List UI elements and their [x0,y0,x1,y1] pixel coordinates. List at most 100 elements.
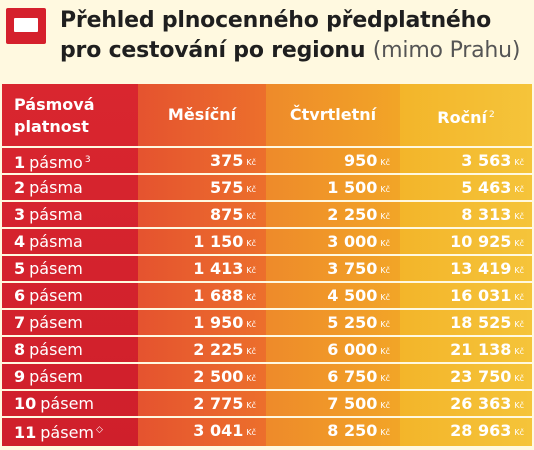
annual-price-cell: 21 138 Kč [400,337,524,362]
table-header-row: Pásmová platnost Měsíční Čtvrtletní Ročn… [2,84,532,146]
zone-unit: pásma [29,232,83,251]
currency-label: Kč [380,212,390,221]
annual-price-cell: 5 463 Kč [400,175,524,200]
quarterly-price-value: 4 500 [327,286,378,305]
currency-label: Kč [514,212,524,221]
zone-number: 10 [14,394,37,413]
quarterly-column [266,84,400,446]
annual-price-value: 13 419 [450,259,512,278]
zone-number: 1 [14,153,26,172]
quarterly-price-cell: 2 250 Kč [266,202,390,227]
table-row: 4 pásma 1 150 Kč 3 000 Kč 10 925 Kč [2,227,532,254]
currency-label: Kč [246,347,256,356]
currency-label: Kč [380,374,390,383]
table-row: 3 pásma 875 Kč 2 250 Kč 8 313 Kč [2,200,532,227]
currency-label: Kč [380,158,390,167]
table-row: 5 pásem 1 413 Kč 3 750 Kč 13 419 Kč [2,254,532,281]
table-row: 6 pásem 1 688 Kč 4 500 Kč 16 031 Kč [2,281,532,308]
annual-price-cell: 18 525 Kč [400,310,524,335]
currency-label: Kč [246,185,256,194]
zone-unit: pásem [29,367,83,386]
currency-label: Kč [514,266,524,275]
table-row: 10 pásem 2 775 Kč 7 500 Kč 26 363 Kč [2,389,532,416]
currency-label: Kč [380,185,390,194]
zone-number: 11 [14,423,37,442]
monthly-price-value: 3 041 [193,421,244,440]
zone-unit: pásem [40,423,94,442]
quarterly-price-value: 950 [343,151,378,170]
currency-label: Kč [246,293,256,302]
header-annual: Roční 2 [400,84,532,146]
zone-column [2,84,138,446]
currency-label: Kč [246,428,256,437]
logo-inner [14,18,38,32]
currency-label: Kč [380,293,390,302]
annual-price-value: 23 750 [450,367,512,386]
price-table: Pásmová platnost Měsíční Čtvrtletní Ročn… [2,84,532,446]
annual-price-value: 21 138 [450,340,512,359]
annual-price-value: 26 363 [450,394,512,413]
currency-label: Kč [246,401,256,410]
currency-label: Kč [380,239,390,248]
currency-label: Kč [514,158,524,167]
currency-label: Kč [514,239,524,248]
monthly-price-value: 2 500 [193,367,244,386]
annual-price-value: 16 031 [450,286,512,305]
quarterly-price-value: 8 250 [327,421,378,440]
currency-label: Kč [246,320,256,329]
annual-price-cell: 10 925 Kč [400,229,524,254]
currency-label: Kč [380,428,390,437]
currency-label: Kč [514,428,524,437]
currency-label: Kč [514,293,524,302]
title-suffix: (mimo Prahu) [372,38,521,63]
currency-label: Kč [246,212,256,221]
currency-label: Kč [380,401,390,410]
monthly-price-value: 2 775 [193,394,244,413]
zone-unit: pásem [29,313,83,332]
quarterly-price-value: 3 000 [327,232,378,251]
red-rectangle-logo-icon [6,8,46,44]
quarterly-price-cell: 1 500 Kč [266,175,390,200]
zone-number: 2 [14,178,26,197]
monthly-price-cell: 2 225 Kč [138,337,256,362]
zone-cell: 1 pásmo 3 [14,148,138,173]
currency-label: Kč [246,239,256,248]
zone-unit: pásem [29,286,83,305]
monthly-price-cell: 1 688 Kč [138,283,256,308]
zone-number: 4 [14,232,26,251]
annual-price-cell: 8 313 Kč [400,202,524,227]
table-row: 7 pásem 1 950 Kč 5 250 Kč 18 525 Kč [2,308,532,335]
title-line-2: pro cestování po regionu (mimo Prahu) [60,36,520,66]
zone-cell: 11 pásem ◇ [14,418,138,443]
monthly-price-value: 1 413 [193,259,244,278]
table-row: 2 pásma 575 Kč 1 500 Kč 5 463 Kč [2,173,532,200]
quarterly-price-cell: 4 500 Kč [266,283,390,308]
annual-price-value: 8 313 [461,205,512,224]
quarterly-price-cell: 5 250 Kč [266,310,390,335]
title-line-2-main: pro cestování po regionu [60,38,366,63]
monthly-price-cell: 1 413 Kč [138,256,256,281]
zone-cell: 7 pásem [14,310,138,335]
currency-label: Kč [246,266,256,275]
annual-price-cell: 16 031 Kč [400,283,524,308]
header: Přehled plnocenného předplatného pro ces… [0,0,534,78]
zone-cell: 5 pásem [14,256,138,281]
currency-label: Kč [380,320,390,329]
quarterly-price-value: 7 500 [327,394,378,413]
quarterly-price-value: 3 750 [327,259,378,278]
header-annual-label: Roční [437,108,487,127]
header-zone-line2: platnost [14,117,89,136]
quarterly-price-cell: 6 750 Kč [266,364,390,389]
currency-label: Kč [514,347,524,356]
monthly-price-cell: 1 150 Kč [138,229,256,254]
quarterly-price-cell: 8 250 Kč [266,418,390,443]
annual-price-value: 10 925 [450,232,512,251]
currency-label: Kč [514,401,524,410]
annual-price-cell: 13 419 Kč [400,256,524,281]
monthly-price-cell: 375 Kč [138,148,256,173]
monthly-price-cell: 3 041 Kč [138,418,256,443]
zone-unit: pásma [29,205,83,224]
zone-cell: 6 pásem [14,283,138,308]
monthly-price-value: 1 950 [193,313,244,332]
monthly-price-value: 375 [209,151,244,170]
